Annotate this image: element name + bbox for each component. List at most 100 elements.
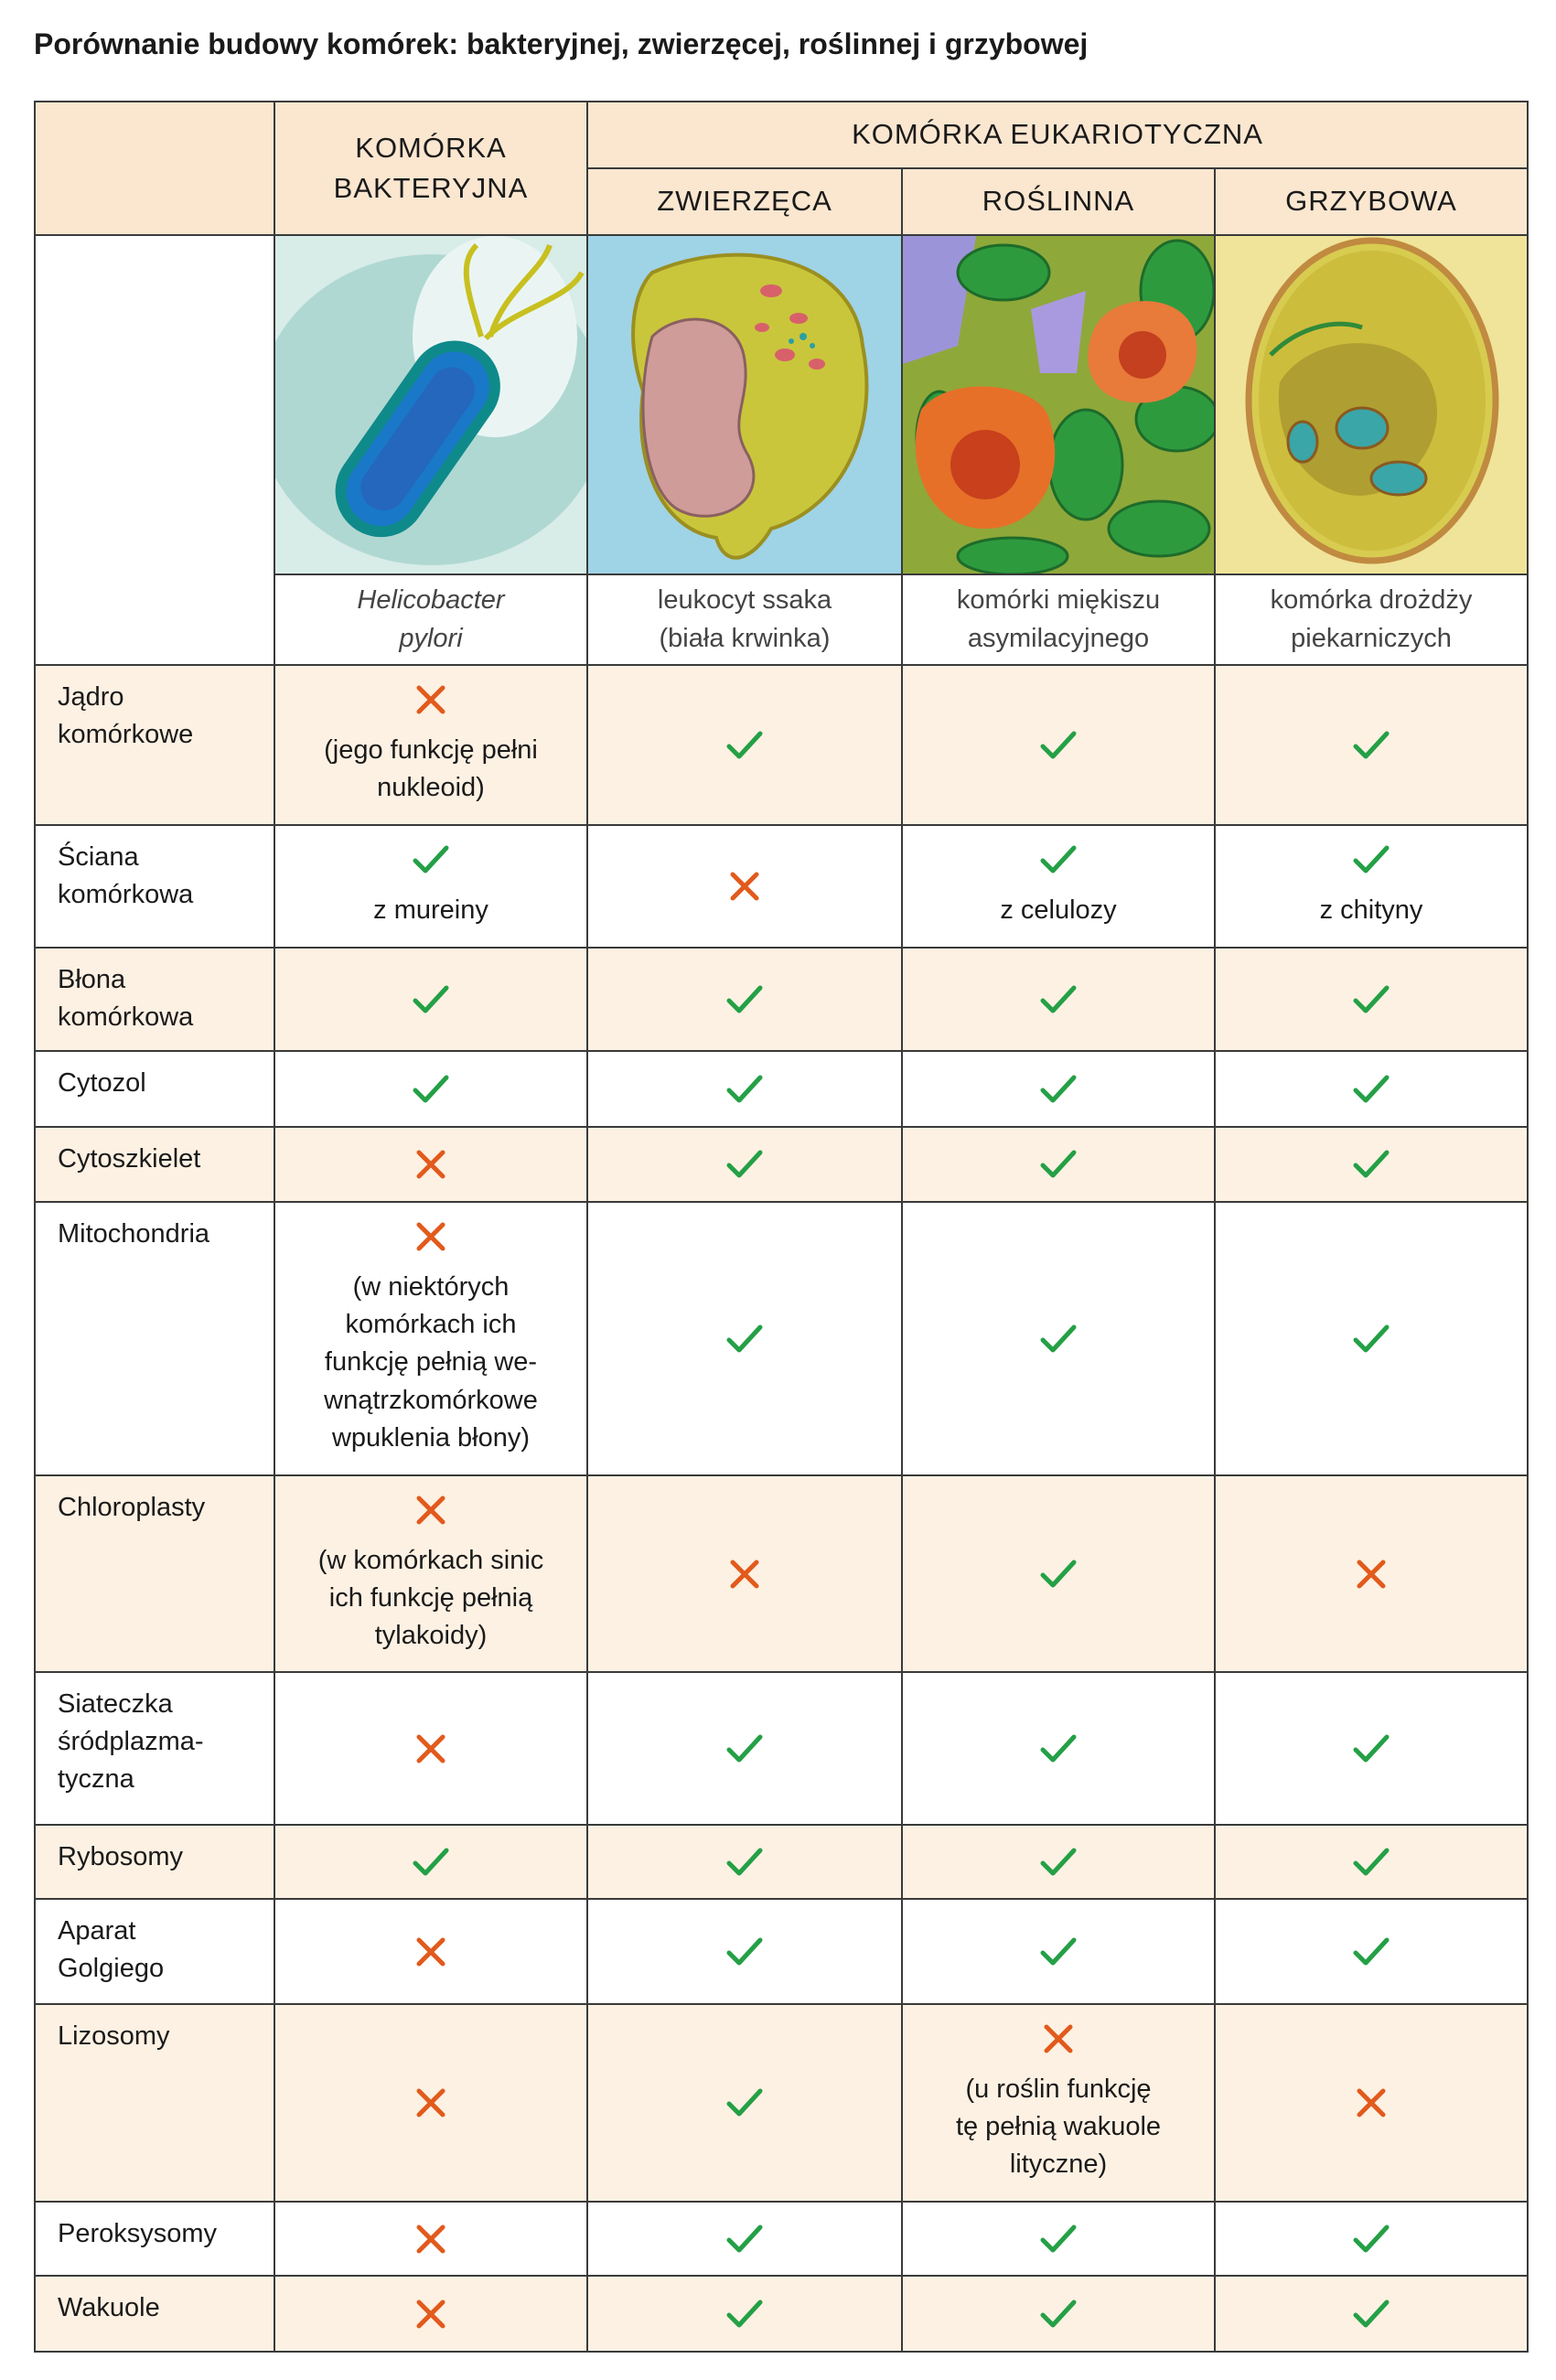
status-cell (586, 1126, 903, 1203)
cell-note: z celulozy (1000, 895, 1117, 925)
blank-cell (34, 234, 275, 666)
check-icon (1353, 731, 1390, 758)
check-icon (726, 2225, 763, 2252)
cross-stroke (416, 1734, 445, 1763)
header-row: ZWIERZĘCA ROŚLINNA GRZYBOWA (35, 167, 1529, 236)
cross-icon (1044, 2024, 1073, 2053)
check-icon (1040, 1937, 1077, 1965)
status-cell (1213, 2275, 1529, 2353)
check-icon (1040, 985, 1077, 1013)
status-cell (274, 1671, 588, 1826)
check-icon (1353, 2300, 1390, 2327)
status-cell (586, 947, 903, 1052)
row-label: Aparat Golgiego (34, 1898, 275, 2005)
cross-stroke (1357, 2088, 1386, 2117)
cross-stroke (416, 2088, 445, 2117)
status-cell: z mureiny (274, 824, 588, 949)
status-cell (274, 1824, 588, 1900)
cross-icon (416, 2088, 445, 2117)
status-cell (1213, 1474, 1529, 1673)
status-cell (586, 664, 903, 826)
table-row: Rybosomy (34, 1824, 1529, 1900)
image-caption: leukocyt ssaka (biała krwinka) (586, 574, 903, 666)
status-cell (901, 1050, 1216, 1128)
status-cell (586, 2003, 903, 2203)
plant-cells-image (904, 237, 1213, 573)
status-cell (1213, 1671, 1529, 1826)
check-icon (1040, 1560, 1077, 1587)
cross-stroke (730, 872, 759, 901)
status-cell (586, 2275, 903, 2353)
table-row: Chloroplasty (w komórkach sinic ich funkc… (34, 1474, 1529, 1673)
status-cell: (w niektórych komórkach ich funkcję pełn… (274, 1201, 588, 1476)
cross-stroke (416, 1150, 445, 1179)
table-row: Cytoszkielet (34, 1126, 1529, 1203)
yeast-image (1217, 237, 1527, 573)
status-cell: (u roślin funkcję tę pełnią wakuole lity… (901, 2003, 1216, 2203)
image-cell (901, 234, 1216, 575)
check-stroke (1040, 1075, 1077, 1102)
check-stroke (1040, 731, 1077, 758)
status-cell (1213, 664, 1529, 826)
cross-icon (416, 685, 445, 714)
cell-note: (w komórkach sinic ich funkcję pełnią ty… (317, 1546, 544, 1651)
check-stroke (726, 1937, 763, 1965)
status-cell: z celulozy (901, 824, 1216, 949)
check-stroke (726, 1734, 763, 1762)
row-label: Cytozol (34, 1050, 275, 1128)
status-cell (901, 664, 1216, 826)
check-icon (726, 1150, 763, 1178)
cross-icon (416, 2300, 445, 2328)
check-icon (1040, 2225, 1077, 2252)
check-stroke (1040, 1560, 1077, 1587)
table-row: Jądro komórkowe (jego funkcję pełni nukle… (34, 664, 1529, 826)
title: Porównanie budowy komórek: bakteryjnej, … (34, 27, 1089, 60)
table-row: Błona komórkowa (34, 947, 1529, 1052)
check-icon (726, 2300, 763, 2327)
check-stroke (1040, 985, 1077, 1013)
check-stroke (1353, 845, 1390, 874)
check-stroke (1353, 2225, 1390, 2252)
check-icon (1353, 1075, 1390, 1102)
row-label: Cytoszkielet (34, 1126, 275, 1203)
check-icon (1040, 1848, 1077, 1875)
image-cell (274, 234, 588, 575)
check-stroke (726, 1075, 763, 1102)
table-row: Peroksysomy (34, 2201, 1529, 2277)
status-cell (901, 1824, 1216, 1900)
check-stroke (1040, 845, 1077, 874)
table-row: Aparat Golgiego (34, 1898, 1529, 2005)
check-stroke (413, 845, 449, 874)
status-cell (901, 1474, 1216, 1673)
check-icon (413, 985, 449, 1013)
caption-row: Helicobacter pylori leukocyt ssaka (biał… (35, 574, 1529, 666)
check-stroke (1040, 1937, 1077, 1965)
row-label: Lizosomy (34, 2003, 275, 2203)
table-row: Ściana komórkowa z mureiny z celulozy z chi… (34, 824, 1529, 949)
cell-note: (jego funkcję pełni nukleoid) (324, 735, 538, 803)
check-stroke (726, 1324, 763, 1352)
status-cell (1213, 1824, 1529, 1900)
check-icon (726, 1848, 763, 1875)
row-label: Siateczka śródplazma- tyczna (34, 1671, 275, 1826)
check-stroke (1040, 1734, 1077, 1762)
image-caption: komórka drożdży piekarniczych (1213, 574, 1529, 666)
status-cell (274, 2003, 588, 2203)
check-stroke (413, 1848, 449, 1875)
status-cell (1213, 2201, 1529, 2277)
status-cell (901, 1671, 1216, 1826)
check-stroke (1040, 2300, 1077, 2327)
check-icon (1353, 1937, 1390, 1965)
check-icon (726, 1734, 763, 1762)
cell-note: z chityny (1319, 895, 1423, 925)
header-cell: KOMÓRKA BAKTERYJNA (274, 101, 588, 236)
row-label: Mitochondria (34, 1201, 275, 1476)
status-cell: z chityny (1213, 824, 1529, 949)
status-cell (586, 824, 903, 949)
check-icon (1040, 1150, 1077, 1178)
table-row: Wakuole (34, 2275, 1529, 2353)
check-stroke (1353, 1734, 1390, 1762)
status-cell (586, 1898, 903, 2005)
status-cell (1213, 1126, 1529, 1203)
cross-icon (416, 1937, 445, 1966)
